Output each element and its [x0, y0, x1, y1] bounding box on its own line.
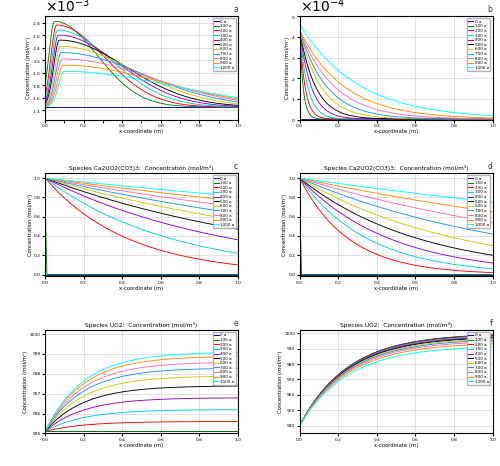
- Y-axis label: Concentration (mol/m³): Concentration (mol/m³): [26, 37, 31, 99]
- X-axis label: x-coordinate (m): x-coordinate (m): [120, 286, 164, 291]
- Y-axis label: Concentration (mol/m³): Concentration (mol/m³): [284, 37, 290, 99]
- Text: b: b: [488, 5, 492, 14]
- X-axis label: x-coordinate (m): x-coordinate (m): [374, 286, 418, 291]
- Y-axis label: Concentration (mol/m³): Concentration (mol/m³): [282, 194, 287, 256]
- Title: Species Ca2UO2(CO3)3:  Concentration (mol/m³): Species Ca2UO2(CO3)3: Concentration (mol…: [69, 165, 214, 171]
- Y-axis label: Concentration (mol/m³): Concentration (mol/m³): [278, 350, 283, 413]
- X-axis label: x-coordinate (m): x-coordinate (m): [120, 443, 164, 448]
- Y-axis label: Concentration (mol/m³): Concentration (mol/m³): [28, 194, 32, 256]
- Title: Species Ca2UO2(CO3)3:  Concentration (mol/m³): Species Ca2UO2(CO3)3: Concentration (mol…: [324, 165, 468, 171]
- Text: f: f: [490, 319, 492, 328]
- Text: d: d: [488, 162, 492, 171]
- Text: c: c: [234, 162, 238, 171]
- X-axis label: x-coordinate (m): x-coordinate (m): [374, 443, 418, 448]
- Legend: 0 a, 100 a, 200 a, 300 a, 400 a, 500 a, 600 a, 700 a, 800 a, 900 a, 1000 a: 0 a, 100 a, 200 a, 300 a, 400 a, 500 a, …: [467, 18, 490, 71]
- Legend: 0 a, 100 a, 200 a, 300 a, 400 a, 500 a, 600 a, 700 a, 800 a, 900 a, 1000 a: 0 a, 100 a, 200 a, 300 a, 400 a, 500 a, …: [467, 175, 490, 228]
- Legend: 0 a, 100 a, 200 a, 300 a, 400 a, 500 a, 600 a, 700 a, 800 a, 900 a, 1000 a: 0 a, 100 a, 200 a, 300 a, 400 a, 500 a, …: [212, 332, 236, 385]
- Text: e: e: [234, 319, 238, 328]
- X-axis label: x-coordinate (m): x-coordinate (m): [120, 129, 164, 134]
- Title: Species UO2:  Concentration (mol/m³): Species UO2: Concentration (mol/m³): [86, 322, 198, 329]
- Y-axis label: Concentration (mol/m³): Concentration (mol/m³): [24, 350, 28, 413]
- Legend: 0 a, 100 a, 200 a, 300 a, 400 a, 500 a, 600 a, 700 a, 800 a, 900 a, 1000 a: 0 a, 100 a, 200 a, 300 a, 400 a, 500 a, …: [212, 175, 236, 228]
- Text: a: a: [233, 5, 238, 14]
- Title: Species UO2:  Concentration (mol/m³): Species UO2: Concentration (mol/m³): [340, 322, 452, 329]
- X-axis label: x-coordinate (m): x-coordinate (m): [374, 129, 418, 134]
- Legend: 0 a, 100 a, 200 a, 300 a, 400 a, 500 a, 600 a, 700 a, 800 a, 900 a, 1000 a: 0 a, 100 a, 200 a, 300 a, 400 a, 500 a, …: [467, 332, 490, 385]
- Legend: 0 a, 100 a, 200 a, 300 a, 400 a, 500 a, 600 a, 700 a, 800 a, 900 a, 1000 a: 0 a, 100 a, 200 a, 300 a, 400 a, 500 a, …: [212, 18, 236, 71]
